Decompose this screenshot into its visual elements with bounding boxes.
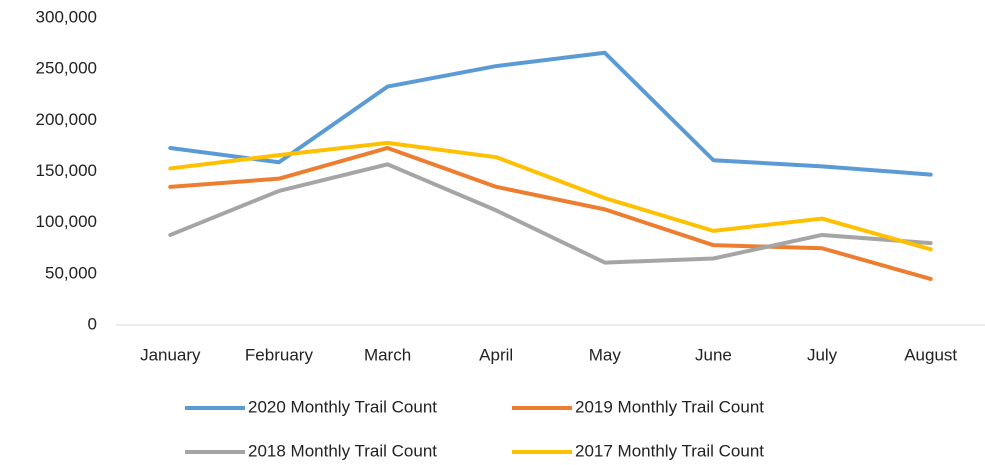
legend-label: 2020 Monthly Trail Count [248,397,437,416]
y-tick-label: 50,000 [45,263,97,282]
y-tick-label: 150,000 [36,161,97,180]
y-tick-label: 200,000 [36,110,97,129]
x-tick-label: March [364,345,411,364]
y-tick-label: 100,000 [36,212,97,231]
series-line [168,145,933,281]
series-line [168,140,933,252]
legend-label: 2017 Monthly Trail Count [575,441,764,460]
series-line [168,162,933,265]
x-tick-label: February [245,345,314,364]
y-tick-label: 0 [88,314,97,333]
y-tick-label: 300,000 [36,7,97,26]
x-tick-label: April [479,345,513,364]
series-line [168,50,933,177]
y-tick-label: 250,000 [36,59,97,78]
legend-label: 2018 Monthly Trail Count [248,441,437,460]
x-tick-label: July [807,345,838,364]
x-tick-label: August [904,345,957,364]
legend-label: 2019 Monthly Trail Count [575,397,764,416]
x-tick-label: May [589,345,622,364]
x-tick-label: June [695,345,732,364]
x-tick-label: January [140,345,201,364]
